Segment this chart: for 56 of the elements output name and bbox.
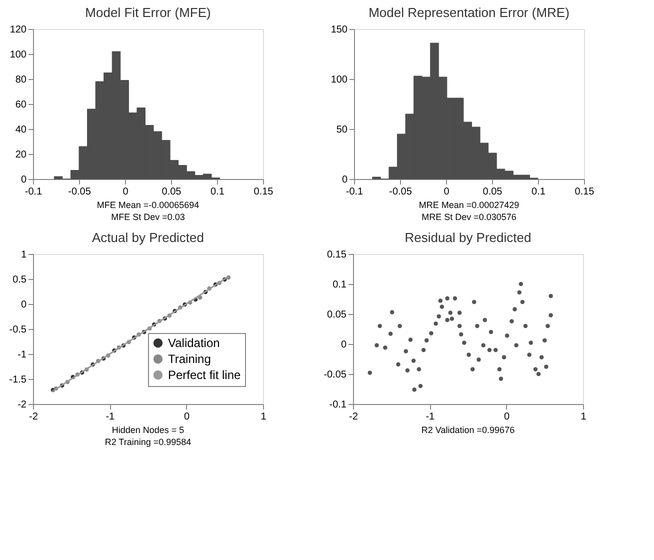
- y-tick-label: 20: [15, 150, 27, 160]
- x-tick-label: 0: [504, 412, 510, 422]
- legend-label: Validation: [168, 336, 220, 350]
- chart-title: Residual by Predicted: [404, 230, 532, 245]
- y-tick-label: 100: [10, 50, 27, 60]
- x-tick-label: -1: [426, 412, 436, 422]
- y-tick-label: 0.15: [327, 250, 347, 260]
- y-tick-label: -0.05: [324, 370, 347, 380]
- text: MRE Mean =0.00027429: [418, 200, 520, 210]
- y-tick-label: 40: [15, 124, 27, 136]
- text: R2 Training =0.99584: [104, 437, 192, 447]
- y-tick-label: 80: [15, 74, 27, 86]
- x-tick-label: -0.05: [389, 186, 412, 198]
- y-tick-label: -0.1: [329, 400, 347, 410]
- y-tick-label: 0: [20, 300, 27, 310]
- y-tick-label: 150: [330, 24, 348, 36]
- legend-label: Perfect fit line: [168, 368, 242, 382]
- y-tick-label: -1: [18, 350, 27, 360]
- y-tick-label: 120: [10, 24, 27, 36]
- y-tick-label: 0: [20, 174, 27, 186]
- text: Hidden Nodes = 5: [112, 425, 184, 435]
- x-tick-label: -2: [29, 412, 38, 422]
- y-tick-label: -2: [18, 400, 27, 410]
- x-tick-label: 0.1: [210, 186, 225, 198]
- x-tick-label: 0.1: [532, 186, 546, 198]
- y-tick-label: 1: [20, 250, 27, 260]
- x-tick-label: 0.15: [574, 186, 595, 198]
- x-tick-label: 0: [184, 412, 190, 422]
- y-tick-label: 0.05: [327, 310, 347, 320]
- y-tick-label: 0.1: [332, 280, 347, 290]
- chart-title: Actual by Predicted: [92, 230, 204, 245]
- x-tick-label: -0.05: [68, 186, 92, 198]
- x-tick-label: 0: [122, 186, 129, 198]
- x-tick-label: -1: [106, 412, 116, 422]
- x-tick-label: 0.05: [162, 186, 182, 198]
- y-tick-label: 60: [15, 100, 27, 110]
- y-tick-label: -0.5: [9, 324, 27, 336]
- x-tick-label: 1: [580, 412, 587, 422]
- y-tick-label: -1.5: [9, 374, 27, 386]
- text: R2 Validation =0.99676: [421, 425, 515, 435]
- x-tick-label: 1: [260, 412, 267, 422]
- x-tick-label: 0: [444, 186, 450, 198]
- text: MRE St Dev =0.030576: [422, 212, 516, 222]
- text: MFE St Dev =0.03: [111, 212, 185, 222]
- y-tick-label: 0.5: [12, 274, 27, 286]
- text: MFE Mean =-0.00065694: [96, 200, 200, 210]
- x-tick-label: -2: [349, 412, 358, 422]
- y-tick-label: 50: [336, 124, 348, 136]
- x-tick-label: 0.05: [482, 186, 503, 198]
- legend-label: Training: [168, 352, 211, 366]
- chart-title: Model Representation Error (MRE): [368, 5, 570, 20]
- y-tick-label: 0: [342, 174, 348, 186]
- x-tick-label: 0.15: [254, 186, 274, 198]
- y-tick-label: 100: [330, 74, 348, 86]
- y-tick-label: 0: [340, 340, 347, 350]
- chart-title: Model Fit Error (MFE): [85, 5, 211, 20]
